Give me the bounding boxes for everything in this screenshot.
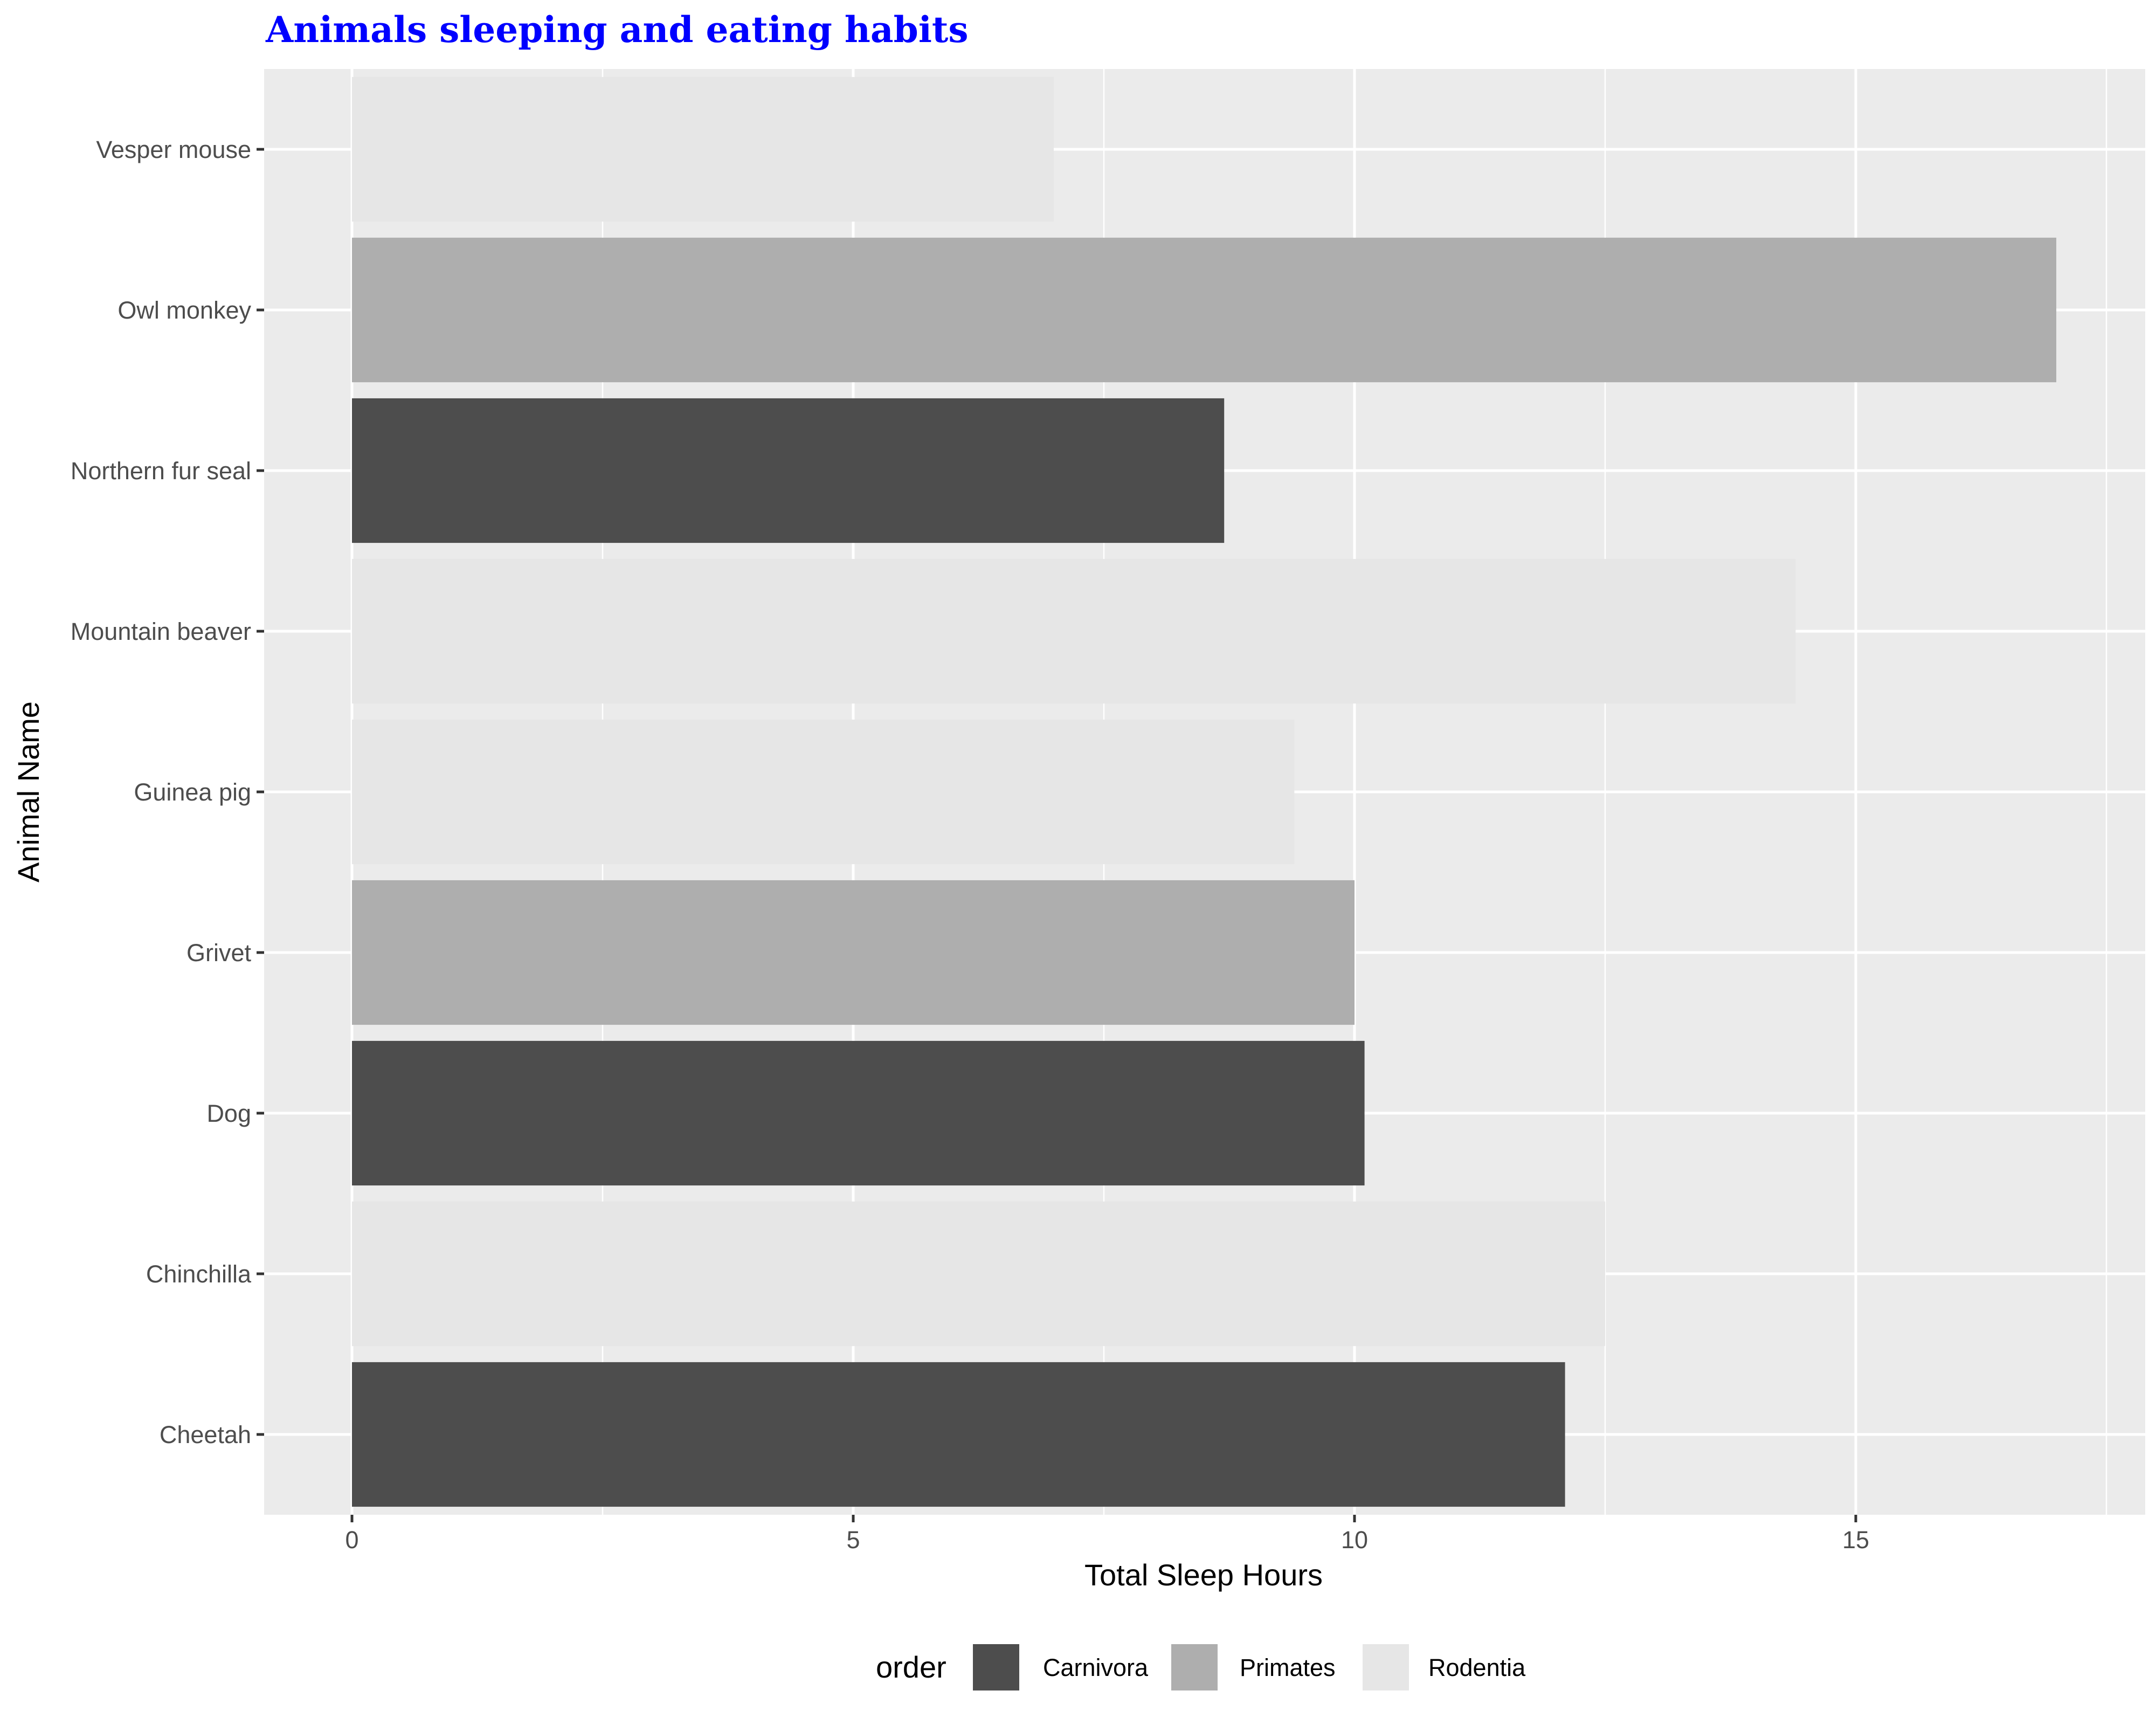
bar	[352, 880, 1355, 1025]
x-axis: 0 5 10 15	[345, 1515, 1869, 1554]
bar	[352, 398, 1225, 543]
bar	[352, 719, 1295, 865]
legend-title: order	[876, 1650, 946, 1684]
y-tick-label: Guinea pig	[134, 778, 251, 806]
bars	[352, 77, 2056, 1507]
bar	[352, 237, 2056, 383]
bar	[352, 77, 1054, 222]
legend-label: Carnivora	[1043, 1654, 1149, 1681]
x-tick-label: 5	[846, 1526, 860, 1554]
y-axis-title: Animal Name	[11, 701, 45, 882]
y-tick-label: Vesper mouse	[96, 136, 251, 163]
x-axis-title: Total Sleep Hours	[1084, 1558, 1323, 1592]
bar	[352, 1362, 1565, 1507]
bar	[352, 1201, 1605, 1347]
x-tick-label: 10	[1341, 1526, 1368, 1554]
y-tick-label: Mountain beaver	[71, 618, 251, 645]
x-tick-label: 0	[345, 1526, 358, 1554]
bar	[352, 1040, 1365, 1186]
x-tick-label: 15	[1842, 1526, 1869, 1554]
y-tick-label: Chinchilla	[146, 1260, 252, 1288]
legend-key	[1171, 1644, 1218, 1690]
y-tick-label: Cheetah	[160, 1421, 251, 1448]
chart-title: Animals sleeping and eating habits	[265, 9, 969, 51]
bar	[352, 558, 1796, 704]
legend-key	[1363, 1644, 1409, 1690]
legend: order Carnivora Primates Rodentia	[876, 1644, 1526, 1690]
legend-key	[973, 1644, 1019, 1690]
y-axis: Cheetah Chinchilla Dog Grivet Guinea pig Moun…	[71, 136, 264, 1448]
y-tick-label: Owl monkey	[118, 296, 251, 324]
legend-label: Primates	[1240, 1654, 1336, 1681]
y-tick-label: Grivet	[186, 939, 252, 967]
y-tick-label: Dog	[206, 1100, 251, 1127]
y-tick-label: Northern fur seal	[71, 457, 251, 485]
legend-label: Rodentia	[1428, 1654, 1526, 1681]
